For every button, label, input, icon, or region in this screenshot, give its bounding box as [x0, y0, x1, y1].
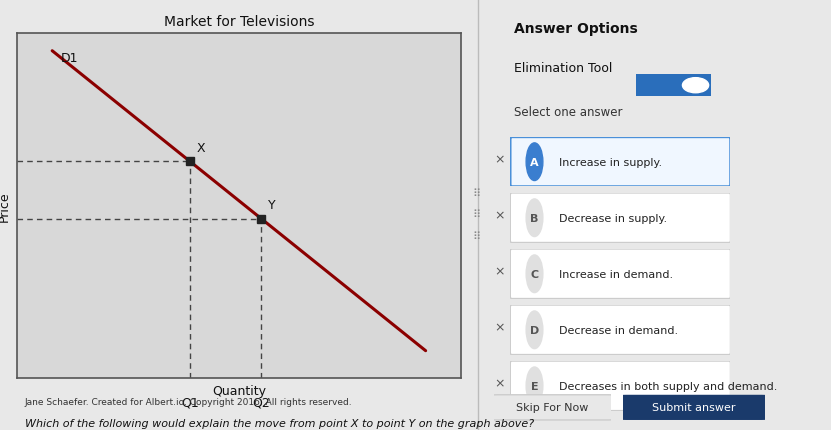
Text: ×: ×	[494, 153, 505, 166]
Circle shape	[682, 78, 709, 94]
Text: B: B	[530, 213, 538, 223]
FancyBboxPatch shape	[510, 138, 730, 187]
FancyBboxPatch shape	[510, 249, 730, 299]
Circle shape	[526, 311, 543, 349]
Circle shape	[526, 367, 543, 405]
FancyBboxPatch shape	[630, 72, 716, 100]
Text: Skip For Now: Skip For Now	[516, 402, 589, 412]
Text: Decrease in demand.: Decrease in demand.	[558, 325, 678, 335]
Text: Decrease in supply.: Decrease in supply.	[558, 213, 666, 223]
Text: Answer Options: Answer Options	[514, 22, 637, 35]
X-axis label: Quantity: Quantity	[212, 384, 266, 397]
FancyBboxPatch shape	[510, 305, 730, 355]
Text: D1: D1	[61, 52, 79, 65]
FancyBboxPatch shape	[491, 395, 614, 420]
Text: ×: ×	[494, 320, 505, 333]
Text: Submit answer: Submit answer	[652, 402, 735, 412]
Text: A: A	[530, 157, 538, 167]
Text: Which of the following would explain the move from point X to point Y on the gra: Which of the following would explain the…	[25, 418, 534, 428]
Circle shape	[526, 255, 543, 293]
Circle shape	[526, 144, 543, 181]
Text: Decreases in both supply and demand.: Decreases in both supply and demand.	[558, 381, 777, 391]
Text: ⠿: ⠿	[472, 188, 480, 199]
Text: Increase in demand.: Increase in demand.	[558, 269, 673, 279]
Text: ×: ×	[494, 209, 505, 221]
FancyBboxPatch shape	[510, 361, 730, 411]
Text: Y: Y	[268, 199, 275, 212]
FancyBboxPatch shape	[619, 395, 769, 420]
Text: Q2: Q2	[253, 396, 270, 408]
Text: Select one answer: Select one answer	[514, 105, 622, 118]
Text: Jane Schaefer. Created for Albert.io. Copyright 2016. All rights reserved.: Jane Schaefer. Created for Albert.io. Co…	[25, 397, 352, 406]
Text: Q1: Q1	[181, 396, 199, 408]
Text: Increase in supply.: Increase in supply.	[558, 157, 661, 167]
Circle shape	[526, 200, 543, 237]
Text: C: C	[530, 269, 538, 279]
Text: E: E	[531, 381, 538, 391]
Text: ×: ×	[494, 264, 505, 277]
Text: ⠿: ⠿	[472, 231, 480, 242]
FancyBboxPatch shape	[510, 194, 730, 243]
Title: Market for Televisions: Market for Televisions	[164, 15, 314, 29]
Text: D: D	[530, 325, 539, 335]
Y-axis label: Price: Price	[0, 191, 11, 222]
Text: Elimination Tool: Elimination Tool	[514, 62, 612, 75]
Text: ×: ×	[494, 376, 505, 389]
Text: ⠿: ⠿	[472, 210, 480, 220]
Text: X: X	[197, 142, 205, 155]
